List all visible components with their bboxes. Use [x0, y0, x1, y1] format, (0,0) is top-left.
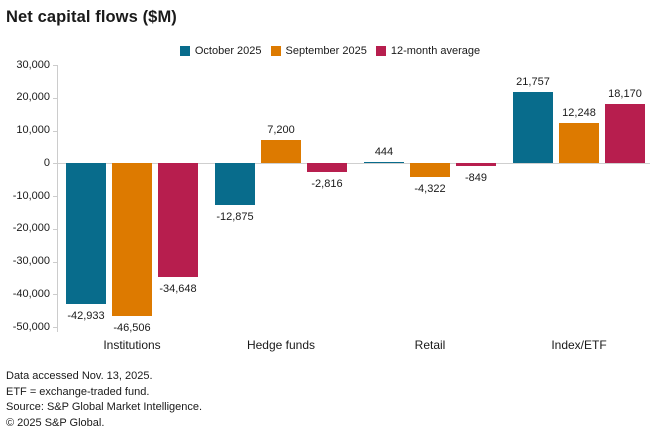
y-axis-tick-label: -40,000	[12, 287, 50, 300]
bar-12-month-average-retail	[456, 163, 496, 167]
y-axis-tick	[53, 130, 57, 132]
legend-label: 12-month average	[390, 45, 481, 57]
y-axis-tick-label: -20,000	[12, 222, 50, 235]
y-axis-line	[57, 65, 58, 332]
bar-september-2025-retail	[410, 163, 450, 178]
y-axis-tick	[53, 65, 57, 66]
footnote-copyright: © 2025 S&P Global.	[6, 416, 105, 429]
y-axis-tick	[53, 196, 57, 197]
bar-value-label: 12,248	[562, 107, 596, 120]
bar-12-month-average-hedge-funds	[307, 163, 347, 173]
footnote-source: Source: S&P Global Market Intelligence.	[6, 401, 203, 413]
zero-baseline	[58, 163, 650, 164]
y-axis-tick-label: -10,000	[12, 189, 50, 202]
bar-september-2025-hedge-funds	[261, 139, 301, 164]
bar-value-label: 444	[374, 145, 394, 158]
y-axis-tick-label: 10,000	[16, 124, 50, 136]
legend-item-12-month-average: 12-month average	[375, 45, 481, 57]
category-label-institutions: Institutions	[103, 338, 161, 352]
y-axis-tick	[53, 261, 57, 263]
bar-value-label: -4,322	[414, 183, 446, 196]
bar-value-label: 7,200	[267, 123, 295, 136]
category-label-hedge-funds: Hedge funds	[246, 338, 316, 352]
bar-12-month-average-index-etf	[605, 103, 645, 164]
footnotes: Data accessed Nov. 13, 2025. ETF = excha…	[6, 369, 202, 431]
legend-label: September 2025	[285, 45, 367, 57]
bar-value-label: -46,506	[113, 321, 151, 334]
y-axis-tick	[53, 97, 57, 99]
bar-value-label: -12,875	[216, 211, 254, 224]
chart-title: Net capital flows ($M)	[6, 8, 177, 26]
bar-september-2025-index-etf	[559, 123, 599, 164]
footnote-etf-definition: ETF = exchange-traded fund.	[6, 385, 150, 398]
bar-october-2025-hedge-funds	[215, 163, 255, 206]
footnote-data-accessed: Data accessed Nov. 13, 2025.	[6, 370, 153, 382]
bar-september-2025-institutions	[112, 163, 152, 316]
y-axis-tick	[53, 294, 57, 296]
y-axis-tick-label: -30,000	[12, 255, 50, 267]
y-axis-tick-label: 30,000	[16, 58, 50, 71]
legend-label: October 2025	[194, 45, 262, 57]
bar-12-month-average-institutions	[158, 163, 198, 277]
bar-value-label: -42,933	[67, 309, 105, 322]
category-label-index-etf: Index/ETF	[551, 338, 607, 352]
legend-swatch-icon	[375, 46, 386, 56]
bar-value-label: -2,816	[311, 178, 343, 191]
bar-value-label: -34,648	[159, 282, 197, 295]
y-axis-tick-label: 20,000	[16, 91, 50, 104]
bar-october-2025-retail	[364, 161, 404, 164]
y-axis-tick	[53, 228, 57, 230]
legend-swatch-icon	[270, 46, 281, 56]
y-axis-tick-label: 0	[43, 156, 50, 169]
bar-value-label: 21,757	[516, 75, 550, 88]
y-axis-tick	[53, 327, 57, 328]
legend: October 2025 September 2025 12-month avera…	[0, 45, 660, 57]
bar-value-label: -849	[464, 172, 488, 185]
y-axis-tick	[53, 163, 57, 165]
legend-item-october-2025: October 2025	[179, 45, 262, 57]
y-axis-tick-label: -50,000	[12, 320, 50, 333]
bar-october-2025-institutions	[66, 163, 106, 304]
legend-item-september-2025: September 2025	[270, 45, 367, 57]
legend-swatch-icon	[179, 46, 190, 56]
bar-october-2025-index-etf	[513, 91, 553, 164]
category-label-retail: Retail	[414, 338, 446, 352]
bar-value-label: 18,170	[608, 87, 642, 100]
